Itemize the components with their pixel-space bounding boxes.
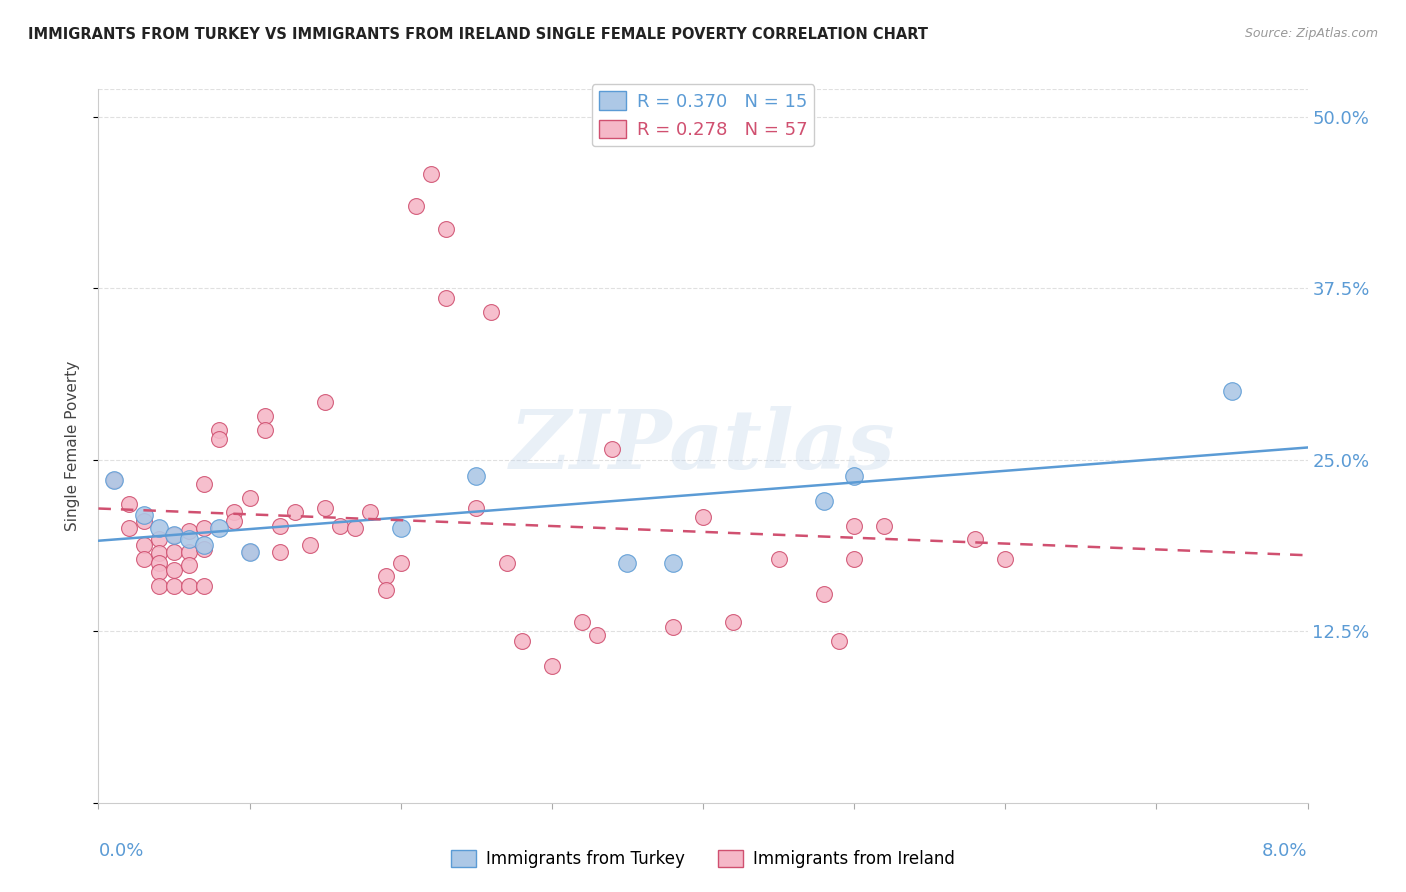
Point xyxy=(148,533,170,547)
Point xyxy=(314,395,336,409)
Point xyxy=(239,544,262,558)
Point xyxy=(118,497,141,511)
Point xyxy=(193,541,215,556)
Point xyxy=(103,473,125,487)
Point xyxy=(813,494,835,508)
Point xyxy=(314,500,336,515)
Point xyxy=(299,538,322,552)
Point xyxy=(132,508,155,522)
Point xyxy=(465,469,488,483)
Point xyxy=(163,544,186,558)
Point xyxy=(284,505,307,519)
Point xyxy=(541,658,564,673)
Text: IMMIGRANTS FROM TURKEY VS IMMIGRANTS FROM IRELAND SINGLE FEMALE POVERTY CORRELAT: IMMIGRANTS FROM TURKEY VS IMMIGRANTS FRO… xyxy=(28,27,928,42)
Text: 0.0%: 0.0% xyxy=(98,842,143,860)
Point xyxy=(193,477,215,491)
Point xyxy=(193,538,215,552)
Point xyxy=(118,521,141,535)
Point xyxy=(239,491,262,505)
Point xyxy=(374,583,396,598)
Point xyxy=(844,469,866,483)
Point xyxy=(179,544,201,558)
Point xyxy=(269,518,291,533)
Point xyxy=(269,544,291,558)
Point xyxy=(344,521,367,535)
Point xyxy=(224,505,246,519)
Legend: Immigrants from Turkey, Immigrants from Ireland: Immigrants from Turkey, Immigrants from … xyxy=(444,843,962,875)
Point xyxy=(405,199,427,213)
Text: 8.0%: 8.0% xyxy=(1263,842,1308,860)
Y-axis label: Single Female Poverty: Single Female Poverty xyxy=(65,361,80,531)
Point xyxy=(193,521,215,535)
Point xyxy=(994,551,1017,566)
Point xyxy=(844,551,866,566)
Point xyxy=(193,579,215,593)
Point xyxy=(132,515,155,529)
Point xyxy=(813,587,835,601)
Point xyxy=(481,304,503,318)
Point xyxy=(148,556,170,570)
Point xyxy=(389,521,412,535)
Point xyxy=(571,615,593,629)
Point xyxy=(828,633,851,648)
Point xyxy=(179,533,201,547)
Point xyxy=(163,528,186,542)
Point xyxy=(434,291,457,305)
Point xyxy=(148,566,170,580)
Point xyxy=(253,409,276,423)
Text: Source: ZipAtlas.com: Source: ZipAtlas.com xyxy=(1244,27,1378,40)
Point xyxy=(208,423,231,437)
Point xyxy=(965,533,987,547)
Point xyxy=(586,628,609,642)
Point xyxy=(163,562,186,576)
Point xyxy=(179,524,201,538)
Point xyxy=(148,579,170,593)
Point xyxy=(360,505,382,519)
Point xyxy=(389,556,412,570)
Point xyxy=(239,544,262,558)
Point xyxy=(434,222,457,236)
Point xyxy=(253,423,276,437)
Point xyxy=(163,579,186,593)
Point xyxy=(662,556,685,570)
Point xyxy=(692,510,714,524)
Point xyxy=(465,500,488,515)
Point xyxy=(662,620,685,634)
Point xyxy=(329,518,352,533)
Point xyxy=(103,473,125,487)
Point xyxy=(208,432,231,446)
Point xyxy=(179,579,201,593)
Point xyxy=(602,442,624,456)
Point xyxy=(148,521,170,535)
Point xyxy=(616,556,638,570)
Point xyxy=(148,546,170,560)
Point xyxy=(224,515,246,529)
Legend: R = 0.370   N = 15, R = 0.278   N = 57: R = 0.370 N = 15, R = 0.278 N = 57 xyxy=(592,84,814,146)
Point xyxy=(132,538,155,552)
Point xyxy=(374,569,396,583)
Point xyxy=(132,551,155,566)
Point xyxy=(873,518,896,533)
Point xyxy=(179,558,201,573)
Point xyxy=(420,167,443,181)
Point xyxy=(510,633,533,648)
Point xyxy=(768,551,790,566)
Point xyxy=(163,528,186,542)
Point xyxy=(495,556,517,570)
Point xyxy=(723,615,745,629)
Point xyxy=(1220,384,1243,398)
Point xyxy=(208,521,231,535)
Point xyxy=(844,518,866,533)
Text: ZIPatlas: ZIPatlas xyxy=(510,406,896,486)
